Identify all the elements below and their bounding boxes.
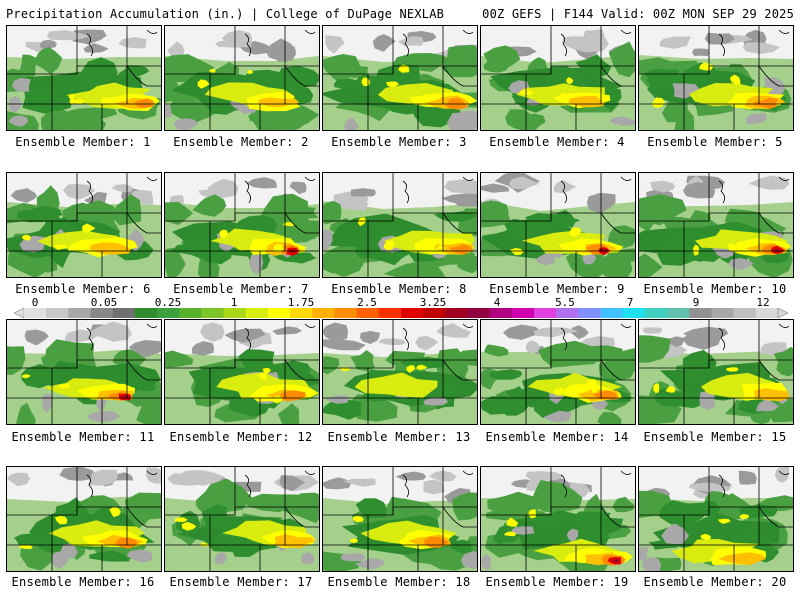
ensemble-map-15	[638, 319, 794, 425]
colorbar-tick-label: 12	[756, 296, 770, 309]
ensemble-member-label: Ensemble Member: 6	[15, 282, 151, 296]
valid-time: 00Z GEFS | F144 Valid: 00Z MON SEP 29 20…	[482, 7, 794, 21]
ensemble-map-5	[638, 25, 794, 131]
colorbar-tick-label: 7	[626, 296, 634, 309]
precip-colorbar	[14, 308, 788, 318]
ensemble-member-label: Ensemble Member: 5	[647, 135, 783, 149]
ensemble-member-label: Ensemble Member: 4	[489, 135, 625, 149]
ensemble-map-1	[6, 25, 162, 131]
ensemble-member-label: Ensemble Member: 12	[169, 430, 313, 444]
ensemble-map-19	[480, 466, 636, 572]
ensemble-map-10	[638, 172, 794, 278]
ensemble-map-16	[6, 466, 162, 572]
ensemble-map-7	[164, 172, 320, 278]
ensemble-map-11	[6, 319, 162, 425]
ensemble-member-label: Ensemble Member: 14	[485, 430, 629, 444]
ensemble-map-3	[322, 25, 478, 131]
ensemble-member-label: Ensemble Member: 2	[173, 135, 309, 149]
ensemble-member-label: Ensemble Member: 10	[643, 282, 787, 296]
ensemble-map-17	[164, 466, 320, 572]
ensemble-member-label: Ensemble Member: 7	[173, 282, 309, 296]
ensemble-map-2	[164, 25, 320, 131]
map-title: Precipitation Accumulation (in.) | Colle…	[6, 7, 445, 21]
ensemble-member-label: Ensemble Member: 9	[489, 282, 625, 296]
ensemble-member-label: Ensemble Member: 3	[331, 135, 467, 149]
page-header: Precipitation Accumulation (in.) | Colle…	[0, 0, 800, 24]
ensemble-member-label: Ensemble Member: 17	[169, 575, 313, 589]
colorbar-tick-label: 2.5	[357, 296, 377, 309]
ensemble-map-6	[6, 172, 162, 278]
ensemble-member-label: Ensemble Member: 16	[11, 575, 155, 589]
ensemble-member-label: Ensemble Member: 13	[327, 430, 471, 444]
ensemble-map-14	[480, 319, 636, 425]
colorbar-tick-label: 1.75	[287, 296, 315, 309]
ensemble-member-label: Ensemble Member: 20	[643, 575, 787, 589]
colorbar-tick-label: 3.25	[419, 296, 447, 309]
colorbar-tick-label: 0.05	[90, 296, 118, 309]
ensemble-map-4	[480, 25, 636, 131]
ensemble-map-12	[164, 319, 320, 425]
ensemble-member-label: Ensemble Member: 11	[11, 430, 155, 444]
colorbar-tick-label: 9	[692, 296, 700, 309]
ensemble-member-label: Ensemble Member: 8	[331, 282, 467, 296]
colorbar-tick-label: 0.25	[154, 296, 182, 309]
colorbar-tick-label: 1	[230, 296, 238, 309]
ensemble-member-label: Ensemble Member: 18	[327, 575, 471, 589]
ensemble-map-8	[322, 172, 478, 278]
ensemble-member-label: Ensemble Member: 15	[643, 430, 787, 444]
ensemble-map-13	[322, 319, 478, 425]
colorbar-tick-label: 5.5	[555, 296, 575, 309]
ensemble-map-18	[322, 466, 478, 572]
ensemble-map-20	[638, 466, 794, 572]
colorbar-tick-label: 0	[31, 296, 39, 309]
colorbar-tick-label: 4	[493, 296, 501, 309]
ensemble-map-9	[480, 172, 636, 278]
ensemble-member-label: Ensemble Member: 1	[15, 135, 151, 149]
ensemble-member-label: Ensemble Member: 19	[485, 575, 629, 589]
